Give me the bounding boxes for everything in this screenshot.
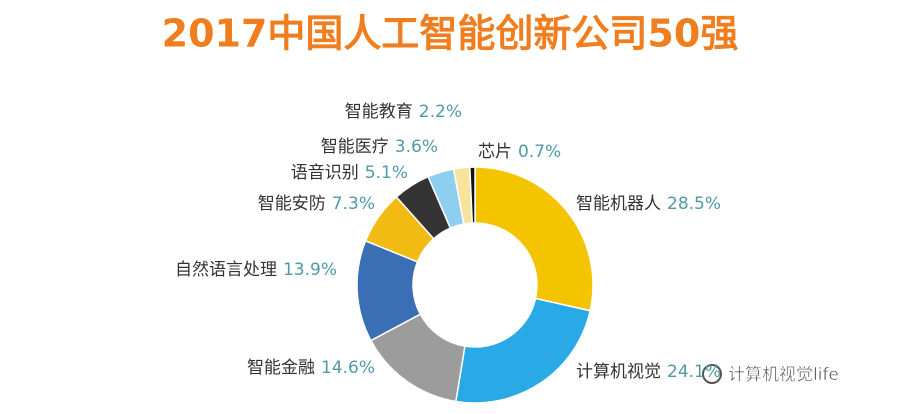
value-label: 28.5% <box>667 194 721 214</box>
category-label: 自然语言处理 <box>175 260 277 280</box>
category-label: 芯片 <box>478 142 512 162</box>
category-label: 智能医疗 <box>321 137 389 157</box>
slice-label: 智能金融 14.6% <box>247 358 375 378</box>
slice-label: 智能安防 7.3% <box>258 194 375 214</box>
category-label: 计算机视觉 <box>576 362 661 382</box>
slice-label: 智能教育 2.2% <box>345 102 462 122</box>
value-label: 5.1% <box>365 163 408 183</box>
value-label: 14.6% <box>321 358 375 378</box>
value-label: 7.3% <box>332 194 375 214</box>
value-label: 24.1% <box>667 362 721 382</box>
watermark-text: 计算机视觉life <box>728 365 839 385</box>
category-label: 语音识别 <box>291 163 359 183</box>
slice-label: 芯片 0.7% <box>478 142 561 162</box>
slice-label: 智能机器人 28.5% <box>576 194 721 214</box>
slice-label: 自然语言处理 13.9% <box>175 260 337 280</box>
watermark: 计算机视觉life <box>702 364 839 385</box>
slice-label: 语音识别 5.1% <box>291 163 408 183</box>
value-label: 13.9% <box>283 260 337 280</box>
category-label: 智能金融 <box>247 358 315 378</box>
category-label: 智能安防 <box>258 194 326 214</box>
category-label: 智能教育 <box>345 102 413 122</box>
value-label: 3.6% <box>395 137 438 157</box>
value-label: 0.7% <box>518 142 561 162</box>
slice <box>454 297 592 404</box>
slice-label: 智能医疗 3.6% <box>321 137 438 157</box>
slice <box>469 166 476 224</box>
chart-title: 2017中国人工智能创新公司50强 <box>162 12 739 56</box>
value-label: 2.2% <box>419 102 462 122</box>
slice <box>474 166 594 312</box>
category-label: 智能机器人 <box>576 194 661 214</box>
watermark-icon <box>702 364 722 384</box>
slice-label: 计算机视觉 24.1% <box>576 362 721 382</box>
